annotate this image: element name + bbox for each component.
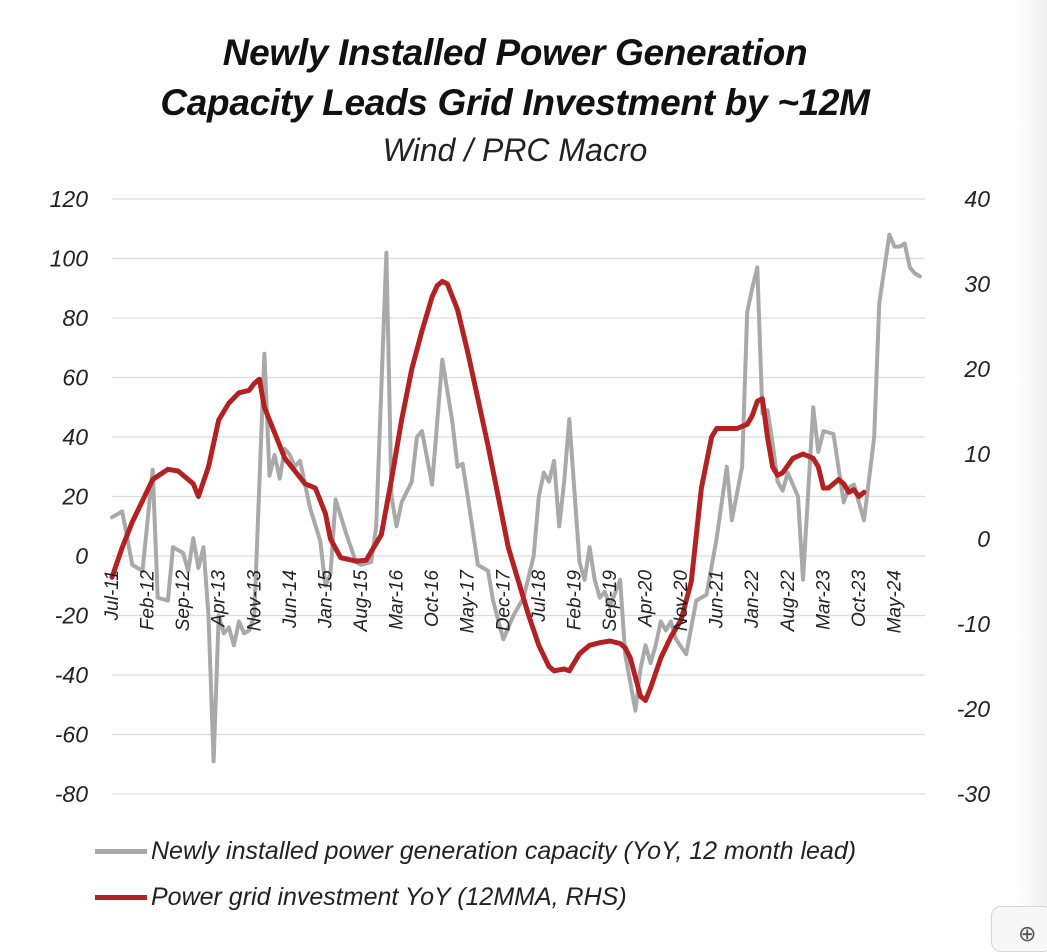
x-tick-label: Aug-15 bbox=[351, 570, 372, 633]
left-y-axis: 120 100 80 60 40 20 0 -20 -40 -60 -80 bbox=[50, 186, 89, 807]
x-tick-label: Oct-16 bbox=[422, 570, 443, 627]
x-tick-label: Nov-13 bbox=[244, 570, 265, 632]
x-axis: Jul-11 Feb-12 Sep-12 Apr-13 Nov-13 Jun-14 Jan-… bbox=[102, 569, 906, 634]
right-edge-shade bbox=[1017, 0, 1047, 940]
x-tick-label: Nov-20 bbox=[671, 570, 692, 632]
left-tick-label: -40 bbox=[55, 662, 88, 688]
legend-label-grid-investment: Power grid investment YoY (12MMA, RHS) bbox=[151, 882, 627, 911]
series-layer bbox=[109, 232, 922, 764]
x-tick-label: Jun-21 bbox=[707, 570, 728, 629]
right-tick-label: 20 bbox=[963, 356, 990, 382]
x-tick-label: Jul-18 bbox=[529, 570, 550, 623]
right-y-axis: 40 30 20 10 0 -10 -20 -30 bbox=[957, 186, 990, 807]
chart-title-line-2: Capacity Leads Grid Investment by ~12M bbox=[160, 82, 870, 123]
left-tick-label: 0 bbox=[75, 543, 88, 569]
x-tick-label: Apr-20 bbox=[636, 570, 657, 628]
legend: Newly installed power generation capacit… bbox=[95, 828, 856, 920]
left-tick-label: -60 bbox=[55, 722, 88, 748]
right-tick-label: -10 bbox=[957, 611, 990, 637]
right-tick-label: -20 bbox=[957, 696, 990, 722]
series-line-capacity bbox=[110, 232, 922, 764]
left-tick-label: -20 bbox=[55, 603, 88, 629]
left-tick-label: 60 bbox=[62, 365, 88, 391]
left-tick-label: -80 bbox=[55, 781, 88, 807]
x-tick-label: Jan-15 bbox=[315, 570, 336, 630]
x-tick-label: May-17 bbox=[458, 569, 479, 634]
x-tick-label: Sep-12 bbox=[173, 570, 194, 632]
gridlines bbox=[112, 198, 925, 795]
x-tick-label: Feb-12 bbox=[138, 570, 159, 631]
corner-widget: ⊕ bbox=[991, 906, 1047, 952]
left-tick-label: 40 bbox=[62, 424, 88, 450]
left-tick-label: 80 bbox=[62, 305, 88, 331]
x-tick-label: Oct-23 bbox=[849, 570, 870, 627]
right-tick-label: 40 bbox=[964, 186, 990, 212]
legend-item-grid-investment: Power grid investment YoY (12MMA, RHS) bbox=[95, 874, 856, 920]
plus-icon: ⊕ bbox=[1018, 921, 1037, 946]
x-tick-label: Mar-16 bbox=[387, 570, 408, 630]
x-tick-label: Sep-19 bbox=[600, 570, 621, 632]
right-tick-label: 30 bbox=[964, 271, 990, 297]
legend-item-capacity: Newly installed power generation capacit… bbox=[95, 828, 856, 874]
series-line-grid-investment bbox=[109, 278, 867, 703]
left-tick-label: 100 bbox=[50, 246, 89, 272]
legend-swatch-gray bbox=[95, 848, 147, 854]
right-tick-label: 10 bbox=[964, 441, 990, 467]
x-tick-label: Dec-17 bbox=[493, 569, 514, 632]
chart-subtitle: Wind / PRC Macro bbox=[382, 132, 648, 168]
x-tick-label: Jun-14 bbox=[280, 570, 301, 629]
x-tick-label: May-24 bbox=[885, 570, 906, 633]
chart-title-block: Newly Installed Power Generation Capacit… bbox=[0, 28, 1030, 170]
x-tick-label: Feb-19 bbox=[564, 570, 585, 631]
x-tick-label: Mar-23 bbox=[813, 570, 834, 630]
legend-label-capacity: Newly installed power generation capacit… bbox=[151, 836, 857, 865]
x-tick-label: Jan-22 bbox=[742, 570, 763, 630]
x-tick-label: Aug-22 bbox=[778, 570, 799, 633]
right-tick-label: 0 bbox=[977, 526, 990, 552]
left-tick-label: 120 bbox=[50, 186, 89, 212]
legend-swatch-red bbox=[95, 894, 147, 900]
chart-title-line-1: Newly Installed Power Generation bbox=[222, 32, 808, 73]
x-tick-label: Jul-11 bbox=[102, 570, 123, 621]
left-tick-label: 20 bbox=[61, 484, 88, 510]
x-tick-label: Apr-13 bbox=[209, 570, 230, 628]
right-tick-label: -30 bbox=[957, 781, 990, 807]
